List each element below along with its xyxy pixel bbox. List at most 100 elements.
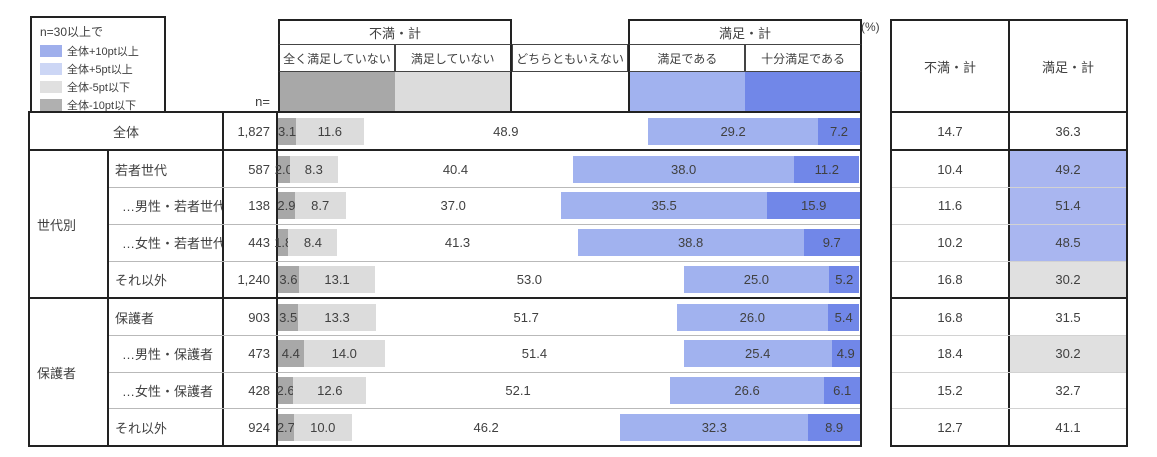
n-value-cell: 138 bbox=[224, 188, 278, 224]
header-fuman-total: 不満・計 bbox=[278, 19, 512, 46]
bar-segment-notsatisfied: 8.7 bbox=[294, 192, 346, 220]
table-row: それ以外 1,240 3.6 13.1 53.0 25.0 5.2 bbox=[109, 260, 860, 298]
stacked-bar: 4.4 14.0 51.4 25.4 4.9 bbox=[278, 340, 860, 368]
summary-fuman-cell: 16.8 bbox=[937, 271, 963, 287]
n-value-cell: 1,240 bbox=[224, 261, 278, 298]
summary-row: 14.7 36.3 bbox=[892, 113, 1126, 150]
legend-swatch bbox=[40, 81, 62, 93]
header-fuman-total-label: 不満・計 bbox=[368, 26, 421, 41]
table-row: 保護者 903 3.5 13.3 51.7 26.0 5.4 bbox=[109, 299, 860, 335]
bar-cell: 2.6 12.6 52.1 26.6 6.1 bbox=[277, 373, 860, 409]
rows-column: 1,827 3.1 11.6 48.9 29.2 7.2 bbox=[224, 113, 860, 150]
summary-header-fuman: 不満・計 bbox=[923, 59, 976, 75]
table-row: 1,827 3.1 11.6 48.9 29.2 7.2 bbox=[224, 113, 860, 150]
n-value-cell: 443 bbox=[224, 224, 278, 261]
summary-fuman-cell: 10.2 bbox=[937, 235, 963, 251]
bar-segment-satisfied: 35.5 bbox=[560, 192, 768, 220]
bar-cell: 2.9 8.7 37.0 35.5 15.9 bbox=[277, 188, 860, 224]
bar-segment-notsatisfied: 13.3 bbox=[298, 303, 376, 331]
summary-row: 10.4 49.2 bbox=[892, 151, 1126, 188]
row-label-cell: それ以外 bbox=[109, 409, 224, 446]
row-label-cell: …女性・若者世代 bbox=[109, 224, 224, 261]
n-value-cell: 473 bbox=[224, 335, 278, 372]
category-color-swatch bbox=[512, 72, 629, 111]
group-label-cell: 世代別 bbox=[30, 151, 109, 298]
row-label-cell: 保護者 bbox=[109, 299, 224, 335]
bar-segment-verysatisfied: 11.2 bbox=[794, 155, 860, 183]
legend-item-label: 全体+10pt以上 bbox=[67, 46, 139, 58]
bar-segment-satisfied: 26.6 bbox=[669, 376, 825, 404]
bar-segment-satisfied: 25.0 bbox=[683, 265, 830, 293]
summary-fuman-cell: 12.7 bbox=[937, 419, 963, 435]
header-category-cell: どちらともいえない bbox=[511, 44, 629, 72]
main-table: 全体 1,827 3.1 11.6 48.9 29.2 7.2 世代別 若者世代 587 2.0 8.… bbox=[28, 111, 862, 447]
bar-segment-notsatisfied: 8.4 bbox=[288, 229, 338, 257]
legend-item-label: 全体+5pt以上 bbox=[67, 64, 133, 76]
bar-segment-notatall: 2.7 bbox=[277, 413, 295, 441]
stacked-bar: 2.7 10.0 46.2 32.3 8.9 bbox=[277, 413, 861, 441]
bar-segment-notsatisfied: 12.6 bbox=[293, 376, 367, 404]
bar-segment-notsatisfied: 10.0 bbox=[293, 413, 352, 441]
summary-manzoku-cell: 51.4 bbox=[1008, 188, 1126, 224]
header-manzoku-total-label: 満足・計 bbox=[718, 26, 771, 41]
bar-segment-neutral: 41.3 bbox=[444, 235, 471, 251]
bar-segment-notatall: 1.8 bbox=[274, 229, 292, 257]
bar-segment-satisfied: 26.0 bbox=[676, 303, 828, 331]
row-label-cell: 全体 bbox=[30, 113, 224, 150]
header-category-cell: 十分満足である bbox=[745, 44, 862, 72]
bar-segment-neutral: 52.1 bbox=[505, 382, 531, 398]
summary-fuman-cell: 18.4 bbox=[937, 346, 963, 362]
table-row: それ以外 924 2.7 10.0 46.2 32.3 8.9 bbox=[109, 408, 861, 446]
row-group-band: 保護者 保護者 903 3.5 13.3 51.7 26.0 5.4 …男性・保護者 473 4.4… bbox=[30, 297, 861, 446]
table-row: 若者世代 587 2.0 8.3 40.4 38.0 11.2 bbox=[109, 151, 860, 188]
bar-segment-notsatisfied: 13.1 bbox=[298, 265, 376, 293]
header-category-cell: 満足である bbox=[628, 44, 746, 72]
category-color-swatch bbox=[278, 72, 395, 111]
bar-cell: 4.4 14.0 51.4 25.4 4.9 bbox=[278, 336, 860, 372]
bar-segment-verysatisfied: 7.2 bbox=[818, 117, 860, 145]
summary-manzoku-cell: 36.3 bbox=[1008, 113, 1126, 150]
summary-fuman-cell: 10.4 bbox=[937, 161, 963, 177]
row-label-cell: …女性・保護者 bbox=[109, 372, 224, 409]
legend-swatch bbox=[40, 45, 62, 57]
bar-segment-notsatisfied: 11.6 bbox=[296, 117, 364, 145]
bar-segment-verysatisfied: 6.1 bbox=[824, 376, 860, 404]
n-value-cell: 924 bbox=[224, 409, 278, 446]
n-value-cell: 587 bbox=[224, 151, 278, 188]
summary-manzoku-cell: 49.2 bbox=[1008, 151, 1126, 188]
row-group-band: 全体 1,827 3.1 11.6 48.9 29.2 7.2 bbox=[30, 113, 860, 150]
summary-table-rows: 14.7 36.3 10.4 49.2 11.6 51.4 10.2 48.5 16.8 30.2… bbox=[892, 113, 1126, 446]
bar-segment-verysatisfied: 4.9 bbox=[831, 340, 860, 368]
stacked-bar: 2.0 8.3 40.4 38.0 11.2 bbox=[275, 155, 860, 183]
n-value-cell: 1,827 bbox=[224, 113, 278, 150]
stacked-bar: 3.6 13.1 53.0 25.0 5.2 bbox=[278, 265, 860, 293]
summary-fuman-cell: 14.7 bbox=[937, 123, 963, 139]
bar-segment-verysatisfied: 15.9 bbox=[767, 192, 860, 220]
summary-manzoku-cell: 48.5 bbox=[1008, 224, 1126, 261]
bar-segment-neutral: 46.2 bbox=[473, 419, 499, 435]
summary-band: 16.8 31.5 18.4 30.2 15.2 32.7 12.7 41.1 bbox=[892, 297, 1126, 446]
bar-cell: 3.6 13.1 53.0 25.0 5.2 bbox=[278, 262, 860, 298]
bar-cell: 2.0 8.3 40.4 38.0 11.2 bbox=[275, 151, 860, 187]
legend-item: 全体+5pt以上 bbox=[40, 61, 156, 77]
summary-fuman-cell: 15.2 bbox=[937, 382, 963, 398]
bar-segment-neutral: 51.4 bbox=[521, 346, 548, 362]
rows-column: 若者世代 587 2.0 8.3 40.4 38.0 11.2 …男性・若者世代 138 2.9 8… bbox=[109, 151, 860, 298]
bar-segment-satisfied: 29.2 bbox=[648, 117, 819, 145]
summary-manzoku-cell: 41.1 bbox=[1008, 409, 1126, 446]
summary-header-manzoku: 満足・計 bbox=[1008, 21, 1126, 111]
legend-item: 全体-5pt以下 bbox=[40, 79, 156, 95]
table-row: …女性・若者世代 443 1.8 8.4 41.3 38.8 9.7 bbox=[109, 223, 860, 261]
header-category-cell: 満足していない bbox=[394, 44, 512, 72]
bar-segment-neutral: 53.0 bbox=[516, 271, 543, 287]
header-category-cell: 全く満足していない bbox=[278, 44, 395, 72]
row-label-cell: それ以外 bbox=[109, 261, 224, 298]
row-label-cell: …男性・若者世代 bbox=[109, 188, 224, 224]
summary-manzoku-cell: 30.2 bbox=[1008, 261, 1126, 298]
legend-box: n=30以上で 全体+10pt以上 全体+5pt以上 全体-5pt以下 全体-10pt… bbox=[30, 16, 166, 122]
bar-cell: 2.7 10.0 46.2 32.3 8.9 bbox=[277, 409, 861, 445]
legend-item: 全体+10pt以上 bbox=[40, 43, 156, 59]
table-row: …男性・保護者 473 4.4 14.0 51.4 25.4 4.9 bbox=[109, 334, 860, 372]
bar-segment-satisfied: 38.8 bbox=[577, 229, 804, 257]
